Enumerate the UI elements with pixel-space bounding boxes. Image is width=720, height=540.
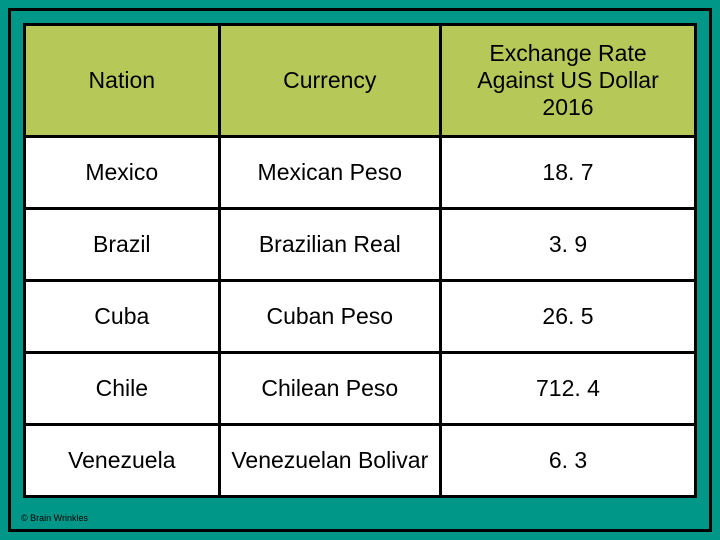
cell-currency: Mexican Peso bbox=[219, 137, 440, 209]
cell-currency: Chilean Peso bbox=[219, 353, 440, 425]
header-currency: Currency bbox=[219, 25, 440, 137]
cell-nation: Venezuela bbox=[25, 425, 220, 497]
copyright-text: © Brain Wrinkles bbox=[21, 513, 88, 523]
cell-nation: Chile bbox=[25, 353, 220, 425]
table-header-row: Nation Currency Exchange Rate Against US… bbox=[25, 25, 696, 137]
cell-nation: Brazil bbox=[25, 209, 220, 281]
currency-table: Nation Currency Exchange Rate Against US… bbox=[23, 23, 697, 498]
cell-rate: 3. 9 bbox=[441, 209, 696, 281]
table-row: Brazil Brazilian Real 3. 9 bbox=[25, 209, 696, 281]
header-nation: Nation bbox=[25, 25, 220, 137]
table-row: Chile Chilean Peso 712. 4 bbox=[25, 353, 696, 425]
cell-currency: Venezuelan Bolivar bbox=[219, 425, 440, 497]
table-row: Cuba Cuban Peso 26. 5 bbox=[25, 281, 696, 353]
cell-nation: Mexico bbox=[25, 137, 220, 209]
cell-rate: 6. 3 bbox=[441, 425, 696, 497]
cell-currency: Cuban Peso bbox=[219, 281, 440, 353]
cell-rate: 18. 7 bbox=[441, 137, 696, 209]
slide-frame: Nation Currency Exchange Rate Against US… bbox=[8, 8, 712, 532]
cell-rate: 712. 4 bbox=[441, 353, 696, 425]
table-row: Mexico Mexican Peso 18. 7 bbox=[25, 137, 696, 209]
cell-nation: Cuba bbox=[25, 281, 220, 353]
header-rate: Exchange Rate Against US Dollar 2016 bbox=[441, 25, 696, 137]
cell-currency: Brazilian Real bbox=[219, 209, 440, 281]
cell-rate: 26. 5 bbox=[441, 281, 696, 353]
table-row: Venezuela Venezuelan Bolivar 6. 3 bbox=[25, 425, 696, 497]
